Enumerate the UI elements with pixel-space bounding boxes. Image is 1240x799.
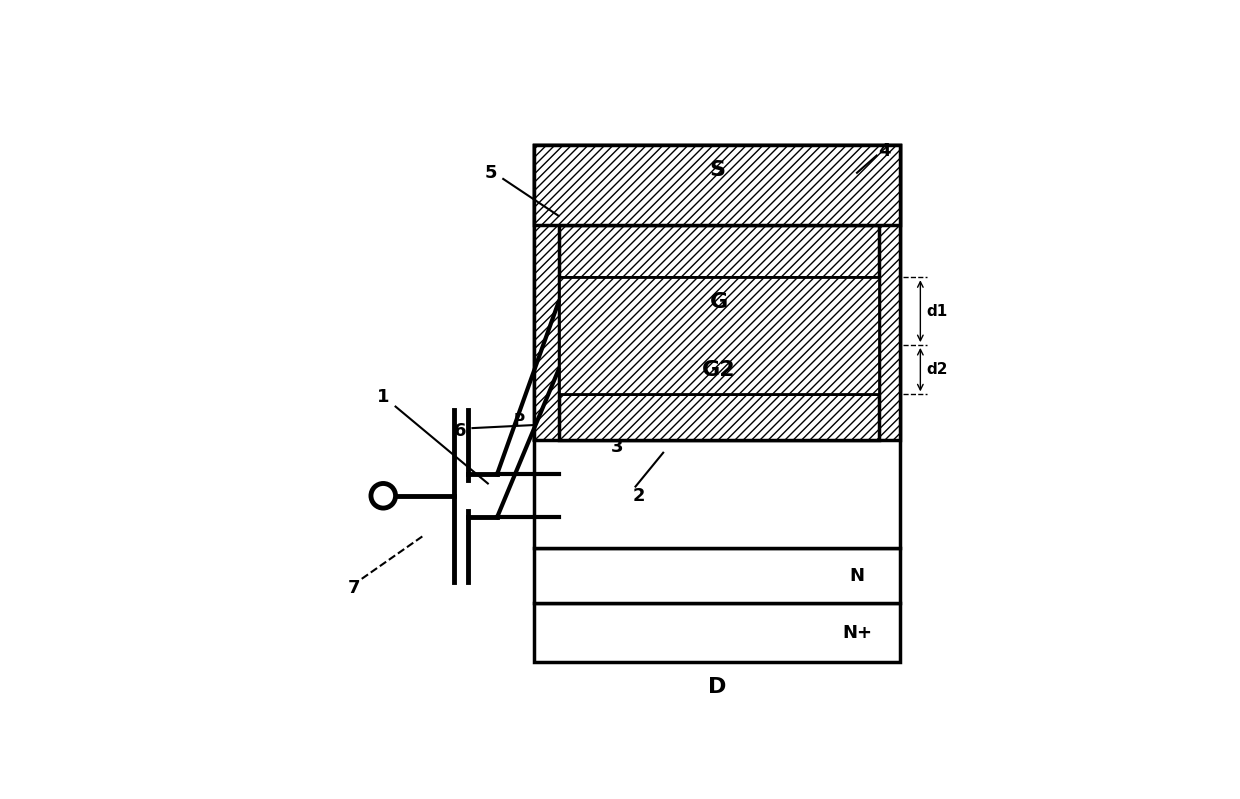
Bar bbox=[813, 422, 844, 440]
Text: G: G bbox=[709, 292, 728, 312]
Text: 4: 4 bbox=[878, 142, 890, 161]
Text: 6: 6 bbox=[454, 422, 466, 440]
Bar bbox=[534, 548, 900, 603]
Text: d1: d1 bbox=[926, 304, 947, 319]
Text: 2: 2 bbox=[632, 487, 645, 505]
Text: N: N bbox=[849, 566, 864, 585]
Text: 7: 7 bbox=[347, 579, 360, 597]
Text: N+: N+ bbox=[842, 624, 872, 642]
Text: 3: 3 bbox=[611, 438, 624, 455]
Bar bbox=[564, 422, 595, 440]
Text: d2: d2 bbox=[926, 362, 949, 377]
Text: D: D bbox=[708, 677, 727, 697]
Bar bbox=[558, 345, 878, 394]
Text: 5: 5 bbox=[485, 164, 497, 182]
Bar bbox=[534, 603, 900, 662]
Text: P: P bbox=[882, 412, 893, 427]
Bar bbox=[558, 225, 878, 440]
Bar bbox=[534, 145, 900, 548]
Text: S: S bbox=[709, 160, 725, 180]
Bar bbox=[558, 277, 878, 327]
Bar bbox=[534, 145, 900, 225]
Polygon shape bbox=[534, 373, 626, 440]
Text: 1: 1 bbox=[377, 388, 389, 407]
Text: P: P bbox=[513, 412, 525, 427]
Text: G2: G2 bbox=[702, 360, 735, 380]
Bar bbox=[534, 145, 900, 440]
Bar bbox=[558, 277, 878, 394]
Polygon shape bbox=[784, 373, 875, 440]
